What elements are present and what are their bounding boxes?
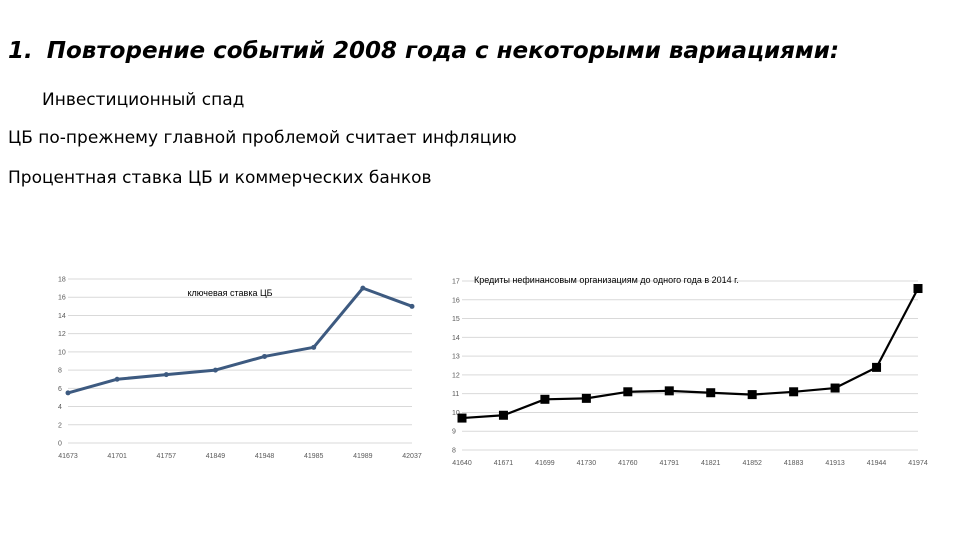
data-point	[114, 376, 120, 382]
x-tick-label: 41974	[908, 460, 928, 467]
x-tick-label: 41757	[157, 453, 177, 460]
data-point	[623, 387, 633, 397]
data-point	[872, 362, 882, 372]
heading-text: Повторение событий 2008 года с некоторым…	[46, 38, 840, 64]
data-point	[65, 390, 71, 396]
x-tick-label: 41913	[825, 460, 845, 467]
y-tick-label: 14	[58, 313, 66, 320]
chart-title: Кредиты нефинансовым организациям до одн…	[474, 275, 739, 285]
data-point	[262, 353, 268, 359]
x-tick-label: 41701	[107, 453, 127, 460]
loans-chart: 8 9 10 11 12 13 14 15 16 17 41640 41671 41699 41730 41…	[452, 275, 928, 467]
slide-heading: 1. Повторение событий 2008 года с некотор…	[8, 38, 839, 64]
y-tick-label: 14	[452, 335, 460, 342]
series-line	[461, 287, 919, 420]
x-tick-label: 41760	[618, 460, 638, 467]
key-rate-chart: 0 2 4 6 8 10 12 14 16 18 41673 41701 41757 41849 41948…	[58, 277, 422, 461]
y-tick-label: 0	[58, 441, 62, 448]
data-point	[789, 387, 799, 397]
y-tick-label: 11	[452, 391, 459, 398]
y-tick-label: 2	[58, 422, 62, 429]
data-point	[913, 284, 923, 294]
x-tick-label: 41730	[577, 460, 597, 467]
text-line-investment: Инвестиционный спад	[42, 90, 245, 110]
y-tick-label: 16	[452, 297, 460, 304]
data-point	[664, 386, 674, 396]
y-tick-label: 8	[452, 448, 456, 455]
series-line	[67, 286, 413, 395]
y-tick-label: 16	[58, 295, 66, 302]
data-point	[409, 303, 415, 309]
y-tick-label: 12	[452, 372, 460, 379]
data-point	[747, 390, 757, 400]
y-tick-label: 12	[58, 331, 66, 338]
data-point	[498, 410, 508, 420]
y-tick-label: 10	[58, 349, 66, 356]
data-point	[581, 393, 591, 403]
heading-number: 1.	[8, 38, 33, 64]
x-tick-label: 41948	[255, 453, 275, 460]
data-point	[360, 285, 366, 291]
data-point	[457, 413, 467, 423]
y-tick-label: 17	[452, 279, 460, 286]
y-tick-label: 13	[452, 354, 460, 361]
text-line-inflation: ЦБ по-прежнему главной проблемой считает…	[8, 128, 517, 148]
x-tick-label: 41883	[784, 460, 804, 467]
x-tick-label: 41821	[701, 460, 721, 467]
x-tick-label: 41791	[660, 460, 680, 467]
y-tick-label: 18	[58, 277, 66, 284]
data-point	[830, 383, 840, 393]
x-tick-label: 41849	[206, 453, 226, 460]
x-tick-label: 41985	[304, 453, 324, 460]
y-tick-label: 10	[452, 410, 460, 417]
x-tick-label: 41671	[494, 460, 514, 467]
y-tick-label: 6	[58, 386, 62, 393]
y-tick-label: 4	[58, 404, 62, 411]
x-tick-label: 42037	[402, 453, 422, 460]
y-tick-label: 9	[452, 429, 456, 436]
data-point	[163, 372, 169, 378]
data-point	[706, 388, 716, 398]
x-tick-label: 41989	[353, 453, 373, 460]
x-tick-label: 41944	[867, 460, 887, 467]
text-line-interest-rate: Процентная ставка ЦБ и коммерческих банк…	[8, 168, 432, 188]
data-point	[212, 367, 218, 373]
y-tick-label: 8	[58, 368, 62, 375]
x-tick-label: 41852	[742, 460, 762, 467]
data-point	[311, 344, 317, 350]
chart-title: ключевая ставка ЦБ	[187, 288, 272, 298]
y-tick-label: 15	[452, 316, 460, 323]
x-tick-label: 41640	[452, 460, 472, 467]
data-point	[540, 394, 550, 404]
x-tick-label: 41673	[58, 453, 78, 460]
x-tick-label: 41699	[535, 460, 555, 467]
